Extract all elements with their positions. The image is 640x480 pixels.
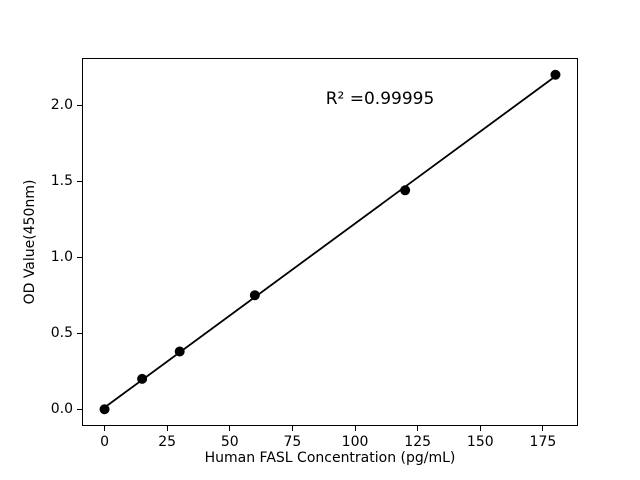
y-tick-mark (77, 408, 82, 410)
x-tick-mark (229, 426, 231, 431)
x-tick-label: 75 (283, 434, 302, 450)
y-tick-label: 1.0 (50, 249, 73, 266)
y-tick-mark (77, 180, 82, 182)
fit-line (104, 75, 556, 409)
x-tick-label: 25 (158, 434, 177, 450)
data-point (400, 185, 411, 196)
x-tick-label: 150 (466, 434, 494, 450)
x-tick-mark (291, 426, 293, 431)
y-tick-label: 0.5 (50, 325, 73, 342)
x-axis-label: Human FASL Concentration (pg/mL) (204, 450, 456, 466)
x-tick-mark (104, 426, 106, 431)
plot-canvas (99, 69, 561, 415)
x-tick-mark (479, 426, 481, 431)
y-tick-label: 1.5 (50, 173, 73, 190)
y-axis-label: OD Value(450nm) (22, 179, 38, 305)
y-tick-label: 0.0 (50, 401, 73, 418)
x-tick-mark (166, 426, 168, 431)
data-point (249, 290, 260, 301)
y-tick-mark (77, 332, 82, 334)
x-tick-label: 175 (529, 434, 557, 450)
y-tick-mark (77, 104, 82, 106)
x-tick-label: 100 (341, 434, 369, 450)
x-tick-mark (542, 426, 544, 431)
x-tick-mark (354, 426, 356, 431)
r-squared-annotation: R² =0.99995 (325, 89, 435, 109)
y-tick-label: 2.0 (50, 97, 73, 114)
x-tick-label: 125 (404, 434, 432, 450)
data-point (99, 404, 110, 415)
y-tick-mark (77, 256, 82, 258)
data-point (137, 373, 148, 384)
x-tick-label: 0 (100, 434, 109, 450)
data-point (174, 346, 185, 357)
data-point (550, 69, 561, 80)
x-tick-label: 50 (220, 434, 239, 450)
x-tick-mark (417, 426, 419, 431)
